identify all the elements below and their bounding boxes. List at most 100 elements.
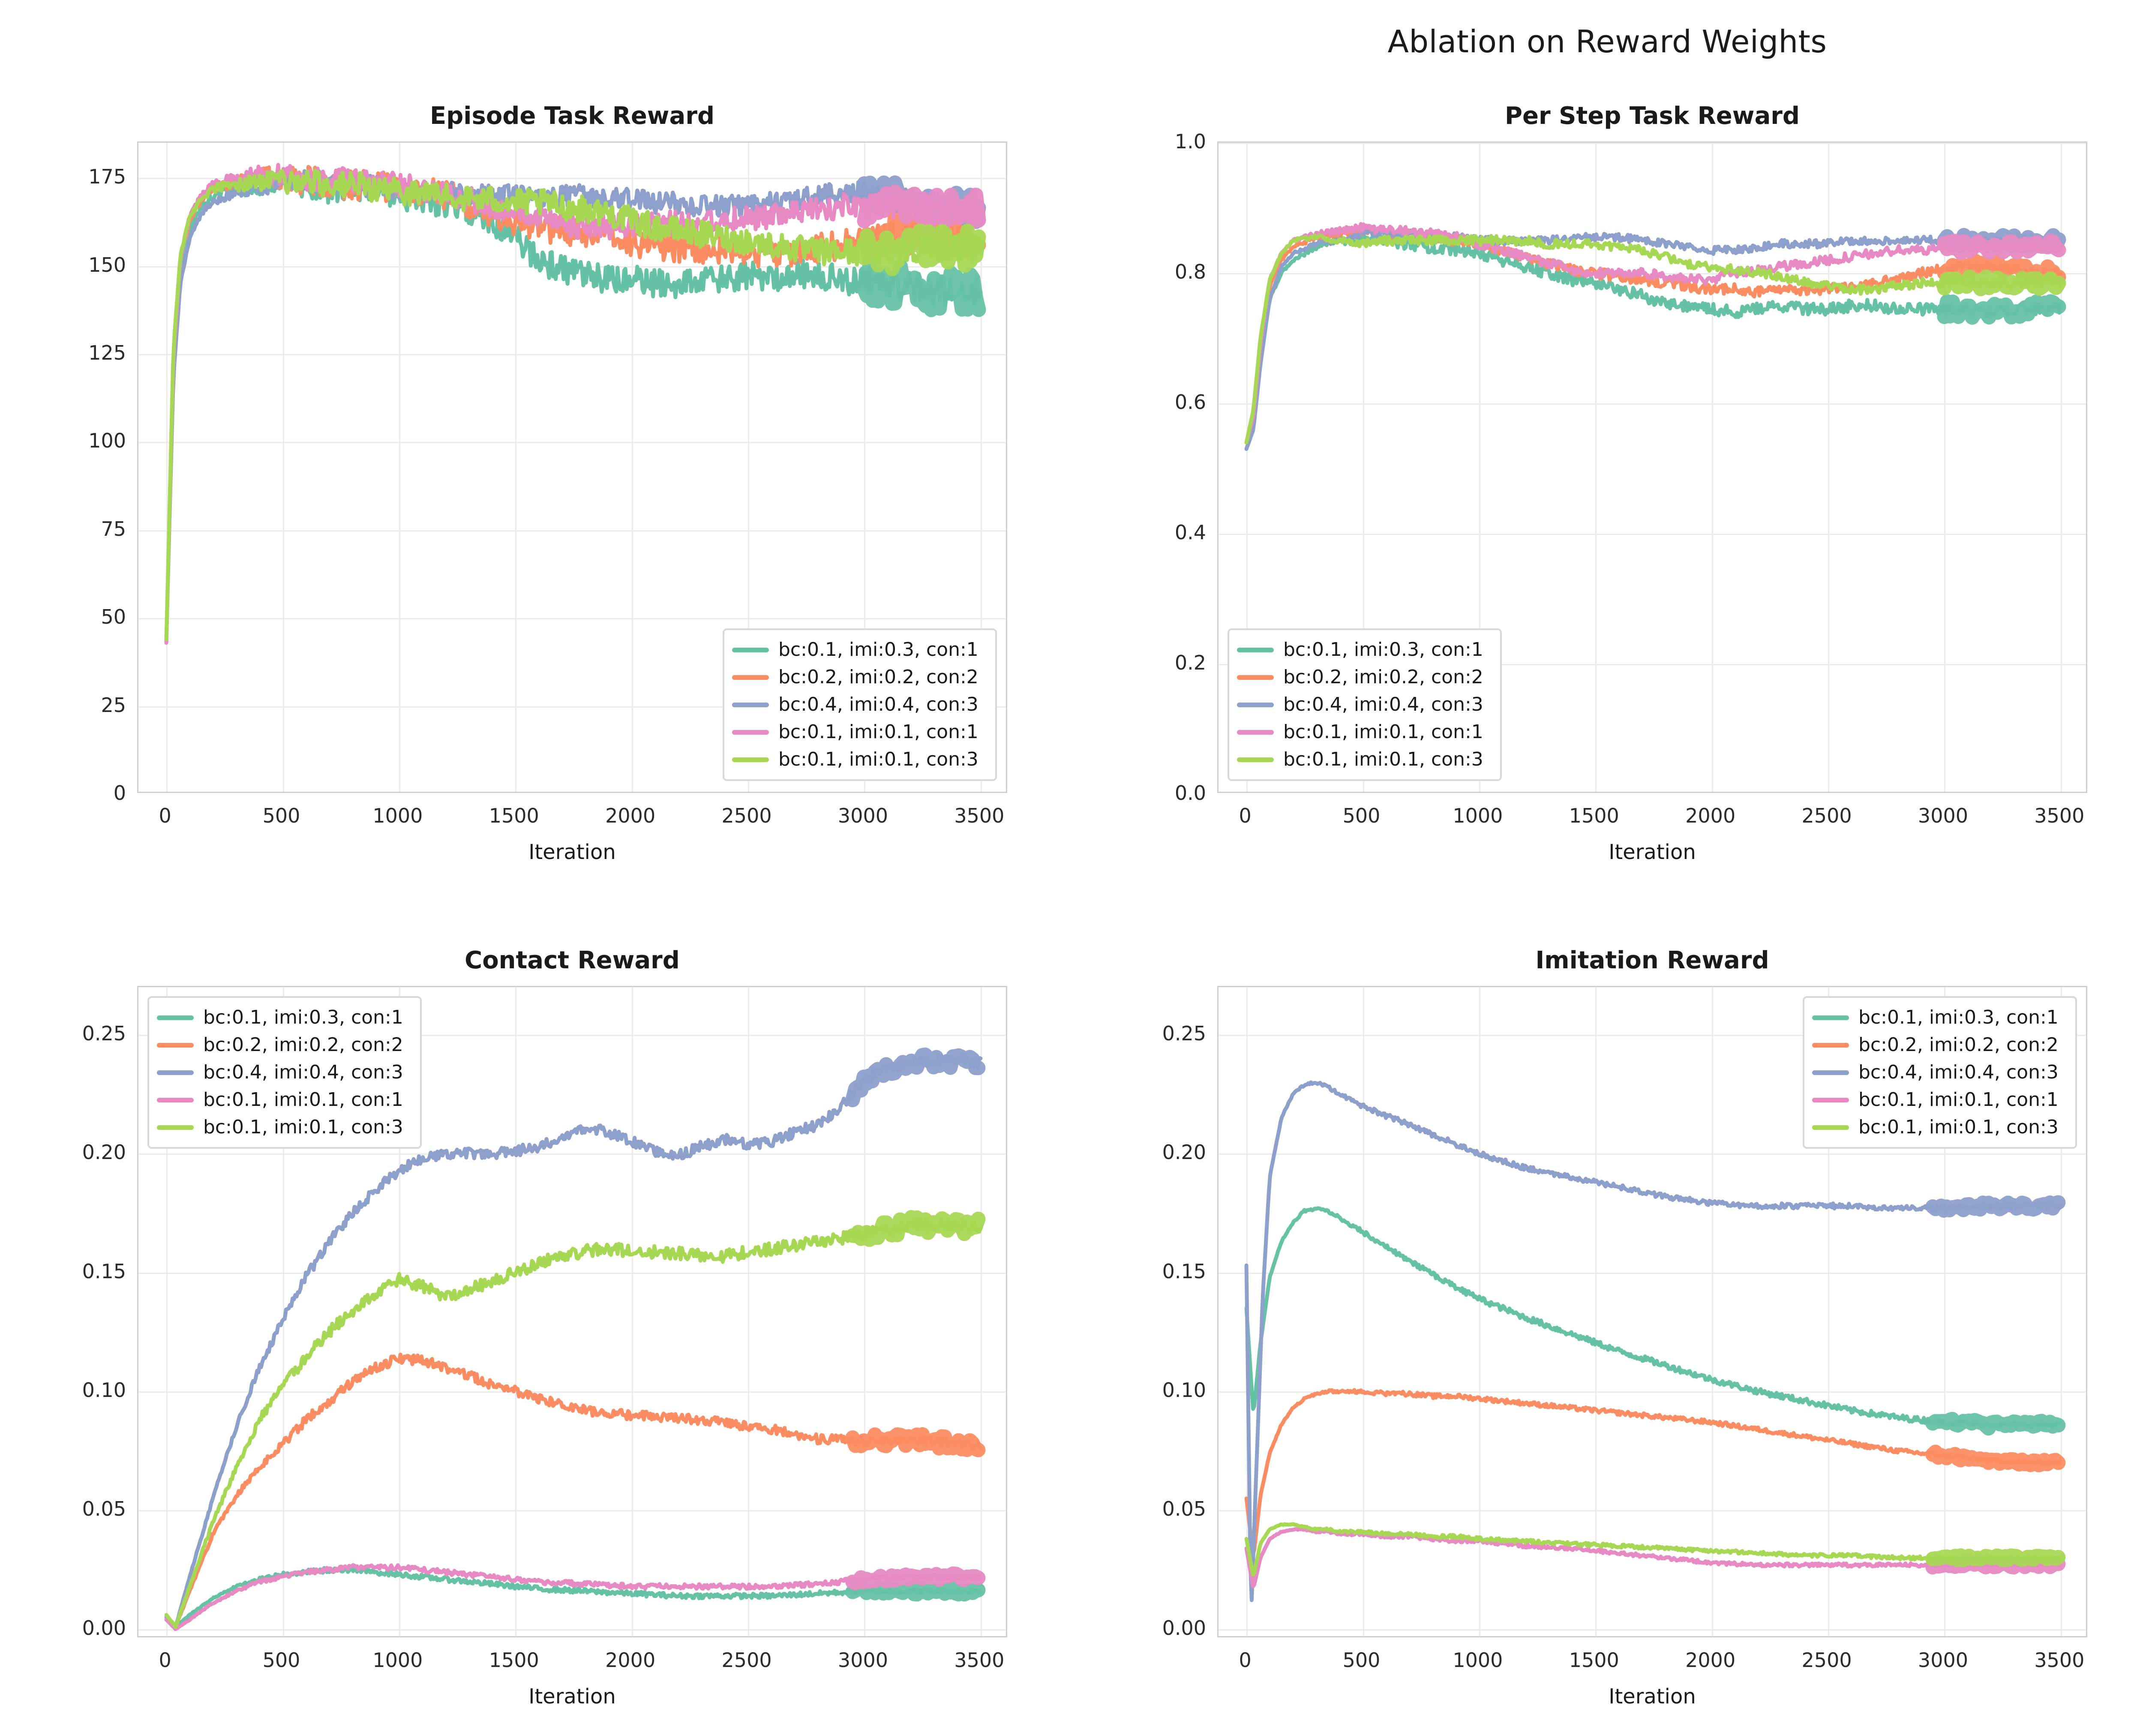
series-layer-per-step-task-reward: [1244, 222, 2066, 451]
y-axis-tick-label: 0.4: [1174, 521, 1206, 544]
gridline-vertical: [515, 143, 517, 792]
series-tail-band: [845, 1047, 986, 1108]
legend-item-label: bc:0.4, imi:0.4, con:3: [203, 1061, 403, 1083]
y-axis-tick-label: 0.00: [82, 1616, 126, 1640]
y-axis-tick-label: 0.25: [1162, 1021, 1206, 1045]
legend-item[interactable]: bc:0.1, imi:0.1, con:1: [1812, 1086, 2066, 1114]
legend-item[interactable]: bc:0.1, imi:0.3, con:1: [732, 636, 986, 664]
series-line: [1244, 222, 2063, 445]
gridline-horizontal: [1219, 664, 2086, 665]
legend-item[interactable]: bc:0.2, imi:0.2, con:2: [732, 664, 986, 691]
gridline-vertical: [1479, 143, 1480, 792]
y-axis-tick-label: 1.0: [1174, 130, 1206, 153]
legend-color-swatch-icon: [157, 1125, 194, 1130]
gridline-horizontal: [138, 1391, 1006, 1393]
gridline-horizontal: [138, 442, 1006, 444]
gridline-vertical: [515, 987, 517, 1636]
x-axis-tick-label: 1500: [1569, 1649, 1619, 1672]
legend-item[interactable]: bc:0.1, imi:0.1, con:1: [157, 1086, 411, 1114]
legend-item[interactable]: bc:0.4, imi:0.4, con:3: [1812, 1059, 2066, 1086]
gridline-horizontal: [1219, 1391, 2086, 1393]
y-axis-tick-label: 50: [101, 605, 126, 629]
gridline-vertical: [2060, 987, 2062, 1636]
legend-contact-reward[interactable]: bc:0.1, imi:0.3, con:1 bc:0.2, imi:0.2, c…: [147, 996, 422, 1149]
legend-episode-task-reward[interactable]: bc:0.1, imi:0.3, con:1 bc:0.2, imi:0.2, c…: [723, 628, 997, 781]
legend-imitation-reward[interactable]: bc:0.1, imi:0.3, con:1 bc:0.2, imi:0.2, c…: [1803, 996, 2077, 1149]
legend-item-label: bc:0.1, imi:0.1, con:1: [1858, 1089, 2059, 1111]
legend-item[interactable]: bc:0.1, imi:0.1, con:3: [1812, 1114, 2066, 1141]
series-tail-band: [1925, 1445, 2066, 1472]
gridline-vertical: [631, 987, 633, 1636]
y-axis-tick-label: 0.6: [1174, 390, 1206, 414]
x-axis-tick-label: 0: [159, 1649, 171, 1672]
gridline-vertical: [1595, 987, 1597, 1636]
y-axis-tick-label: 0.25: [82, 1021, 126, 1045]
legend-item-label: bc:0.4, imi:0.4, con:3: [1858, 1061, 2059, 1083]
y-axis-tick-label: 175: [88, 165, 126, 189]
y-axis-tick-label: 0.2: [1174, 651, 1206, 674]
x-axis-label-contact-reward: Iteration: [528, 1685, 616, 1709]
series-line: [164, 1217, 983, 1629]
legend-item[interactable]: bc:0.1, imi:0.1, con:3: [1237, 746, 1491, 773]
gridline-horizontal: [138, 618, 1006, 620]
x-axis-tick-label: 3000: [1918, 1649, 1969, 1672]
y-axis-tick-label: 0.10: [82, 1379, 126, 1402]
gridline-horizontal: [1219, 143, 2086, 144]
subplot-per-step-task-reward: Per Step Task Reward 0.0 0.2 0.4 0.6 0.8 1.0 0 5…: [1175, 102, 2087, 892]
y-axis-tick-label: 0.20: [82, 1141, 126, 1164]
x-axis-tick-label: 2000: [605, 1649, 656, 1672]
series-tail-band: [845, 1210, 986, 1247]
series-tail-band: [1925, 1548, 2066, 1568]
legend-color-swatch-icon: [732, 702, 769, 707]
gridline-horizontal: [1219, 403, 2086, 405]
subplot-title-per-step-task-reward: Per Step Task Reward: [1505, 102, 1800, 130]
series-line: [1244, 1388, 2063, 1556]
legend-item[interactable]: bc:0.1, imi:0.3, con:1: [157, 1004, 411, 1031]
legend-item[interactable]: bc:0.4, imi:0.4, con:3: [1237, 691, 1491, 718]
gridline-horizontal: [1219, 1510, 2086, 1512]
y-axis-tick-label: 125: [88, 341, 126, 364]
x-axis-tick-label: 3000: [837, 804, 888, 827]
legend-item[interactable]: bc:0.1, imi:0.1, con:3: [157, 1114, 411, 1141]
legend-item[interactable]: bc:0.1, imi:0.1, con:3: [732, 746, 986, 773]
subplot-contact-reward: Contact Reward 0.00 0.05 0.10 0.15 0.20 0.25 0 5…: [82, 946, 1007, 1736]
legend-color-swatch-icon: [1237, 675, 1274, 680]
gridline-vertical: [631, 143, 633, 792]
legend-item[interactable]: bc:0.1, imi:0.3, con:1: [1237, 636, 1491, 664]
series-line: [1244, 233, 2063, 445]
y-axis-tick-label: 150: [88, 253, 126, 276]
legend-item-label: bc:0.1, imi:0.3, con:1: [778, 639, 978, 661]
gridline-vertical: [166, 987, 168, 1636]
legend-item-label: bc:0.1, imi:0.1, con:3: [1283, 748, 1483, 770]
legend-item[interactable]: bc:0.4, imi:0.4, con:3: [732, 691, 986, 718]
series-tail-band: [857, 184, 986, 233]
series-line: [164, 1352, 983, 1629]
legend-item-label: bc:0.2, imi:0.2, con:2: [1283, 666, 1483, 688]
gridline-vertical: [1944, 143, 1946, 792]
series-tail-band: [857, 223, 986, 276]
legend-item[interactable]: bc:0.1, imi:0.1, con:1: [732, 718, 986, 746]
series-line: [1244, 1206, 2063, 1430]
legend-item-label: bc:0.4, imi:0.4, con:3: [778, 694, 978, 715]
x-axis-label-per-step-task-reward: Iteration: [1609, 840, 1696, 864]
x-axis-tick-label: 2500: [721, 804, 772, 827]
legend-item[interactable]: bc:0.1, imi:0.3, con:1: [1812, 1004, 2066, 1031]
y-axis-tick-label: 0: [113, 781, 126, 805]
legend-item[interactable]: bc:0.2, imi:0.2, con:2: [1812, 1031, 2066, 1059]
series-tail-band: [1925, 1195, 2066, 1218]
legend-item[interactable]: bc:0.2, imi:0.2, con:2: [1237, 664, 1491, 691]
subplot-episode-task-reward: Episode Task Reward 0 25 50 75 100 125 150 175 0 5…: [88, 102, 1007, 892]
legend-color-swatch-icon: [732, 730, 769, 735]
series-tail-band: [845, 1580, 986, 1602]
gridline-horizontal: [138, 354, 1006, 355]
legend-item-label: bc:0.2, imi:0.2, con:2: [1858, 1034, 2059, 1056]
legend-item[interactable]: bc:0.4, imi:0.4, con:3: [157, 1059, 411, 1086]
legend-item[interactable]: bc:0.2, imi:0.2, con:2: [157, 1031, 411, 1059]
legend-per-step-task-reward[interactable]: bc:0.1, imi:0.3, con:1 bc:0.2, imi:0.2, c…: [1228, 628, 1502, 781]
x-axis-tick-label: 1000: [1453, 1649, 1503, 1672]
gridline-vertical: [748, 987, 750, 1636]
legend-item[interactable]: bc:0.1, imi:0.1, con:1: [1237, 718, 1491, 746]
gridline-vertical: [282, 143, 284, 792]
gridline-vertical: [864, 987, 866, 1636]
